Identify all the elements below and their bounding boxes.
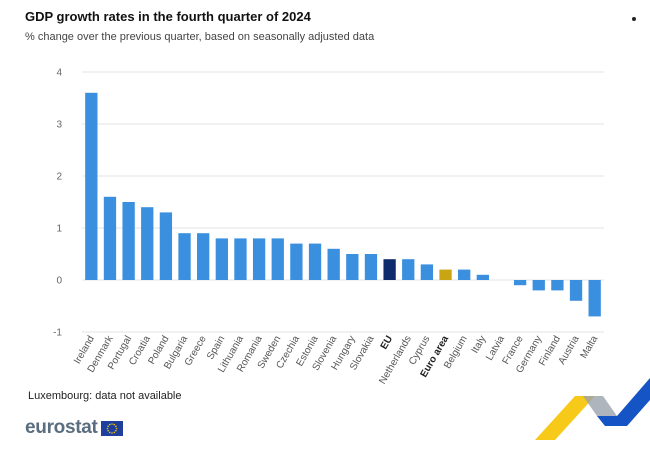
bar-netherlands xyxy=(402,259,415,280)
eurostat-logo[interactable]: eurostat xyxy=(25,417,123,438)
bar-slovakia xyxy=(364,254,378,280)
bar-lithuania xyxy=(234,238,247,280)
bar-portugal xyxy=(122,202,135,280)
bar-cyprus xyxy=(420,264,434,280)
x-tick-label: Italy xyxy=(470,334,489,355)
bar-germany xyxy=(532,280,545,291)
x-tick-label: Malta xyxy=(579,334,601,361)
bar-belgium xyxy=(458,269,471,280)
chart-title: GDP growth rates in the fourth quarter o… xyxy=(25,9,311,24)
logo-text: eurostat xyxy=(25,417,98,438)
bar-euro-area xyxy=(439,269,452,280)
bar-finland xyxy=(551,280,564,291)
bar-romania xyxy=(252,238,266,280)
bar-malta xyxy=(588,280,601,317)
chart-subtitle: % change over the previous quarter, base… xyxy=(25,31,375,43)
y-tick-label: 4 xyxy=(56,68,62,79)
bar-denmark xyxy=(103,196,117,280)
bar-chart: -101234IrelandDenmarkPortugalCroatiaPola… xyxy=(53,68,604,385)
bar-poland xyxy=(159,212,173,280)
more-dots-icon[interactable] xyxy=(632,17,636,21)
bar-ireland xyxy=(85,92,98,280)
corner-decoration xyxy=(535,378,650,440)
bar-hungary xyxy=(346,254,359,280)
x-tick-label: EU xyxy=(379,334,395,352)
bar-czechia xyxy=(290,243,303,280)
y-tick-label: -1 xyxy=(53,328,62,339)
y-tick-label: 3 xyxy=(56,120,62,131)
bar-austria xyxy=(569,280,583,301)
y-tick-label: 0 xyxy=(56,276,62,287)
eu-flag-icon xyxy=(100,420,123,436)
bar-france xyxy=(513,280,527,286)
bar-croatia xyxy=(141,207,154,280)
bar-greece xyxy=(197,233,210,280)
bar-sweden xyxy=(271,238,284,280)
bar-eu xyxy=(383,259,396,280)
y-tick-label: 2 xyxy=(56,172,62,183)
footnote: Luxembourg: data not available xyxy=(28,390,182,402)
bar-estonia xyxy=(308,243,322,280)
y-tick-label: 1 xyxy=(56,224,62,235)
bar-spain xyxy=(215,238,228,280)
bar-slovenia xyxy=(327,248,340,280)
bar-italy xyxy=(476,274,489,280)
bar-bulgaria xyxy=(178,233,191,280)
